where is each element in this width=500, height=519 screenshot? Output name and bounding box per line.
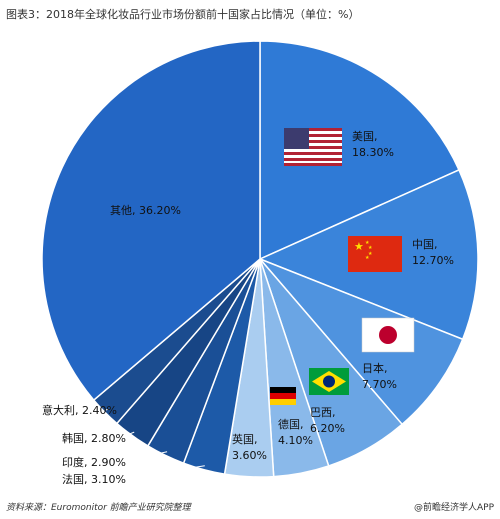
germany-flag	[270, 387, 296, 405]
slice-label: 德国, 4.10%	[278, 417, 313, 447]
slice-label: 日本, 7.70%	[362, 361, 397, 391]
svg-text:★: ★	[368, 251, 373, 257]
slice-label: 英国, 3.60%	[232, 432, 267, 462]
leader-line	[119, 465, 205, 480]
slice-label: 意大利, 2.40%	[42, 403, 117, 417]
slice-label: 法国, 3.10%	[62, 472, 126, 486]
slice-label: 巴西, 6.20%	[310, 406, 345, 435]
slice-label: 中国, 12.70%	[412, 238, 454, 267]
pie-slice	[259, 40, 460, 261]
brand-note: @前瞻经济学人APP	[413, 503, 494, 513]
japan-flag	[361, 317, 415, 353]
brazil-flag	[309, 368, 349, 395]
svg-text:★: ★	[365, 255, 370, 261]
slice-label: 韩国, 2.80%	[62, 431, 126, 445]
svg-text:★: ★	[368, 245, 373, 251]
svg-text:★: ★	[354, 240, 364, 253]
pie-slice	[259, 258, 464, 426]
leader-line	[105, 408, 108, 411]
pie-slice	[41, 40, 261, 402]
us-flag	[284, 128, 342, 166]
china-flag: ★ ★ ★ ★ ★	[348, 236, 402, 272]
chart-title: 图表3：2018年全球化妆品行业市场份额前十国家占比情况（单位：%）	[6, 8, 360, 21]
slice-label: 美国, 18.30%	[352, 130, 394, 159]
source-note: 资料来源：Euromonitor 前瞻产业研究院整理	[6, 503, 191, 513]
svg-text:★: ★	[365, 240, 370, 246]
leader-line	[119, 451, 168, 463]
slice-label: 印度, 2.90%	[62, 455, 126, 469]
leader-line	[119, 431, 135, 439]
slice-label: 其他, 36.20%	[110, 204, 181, 217]
